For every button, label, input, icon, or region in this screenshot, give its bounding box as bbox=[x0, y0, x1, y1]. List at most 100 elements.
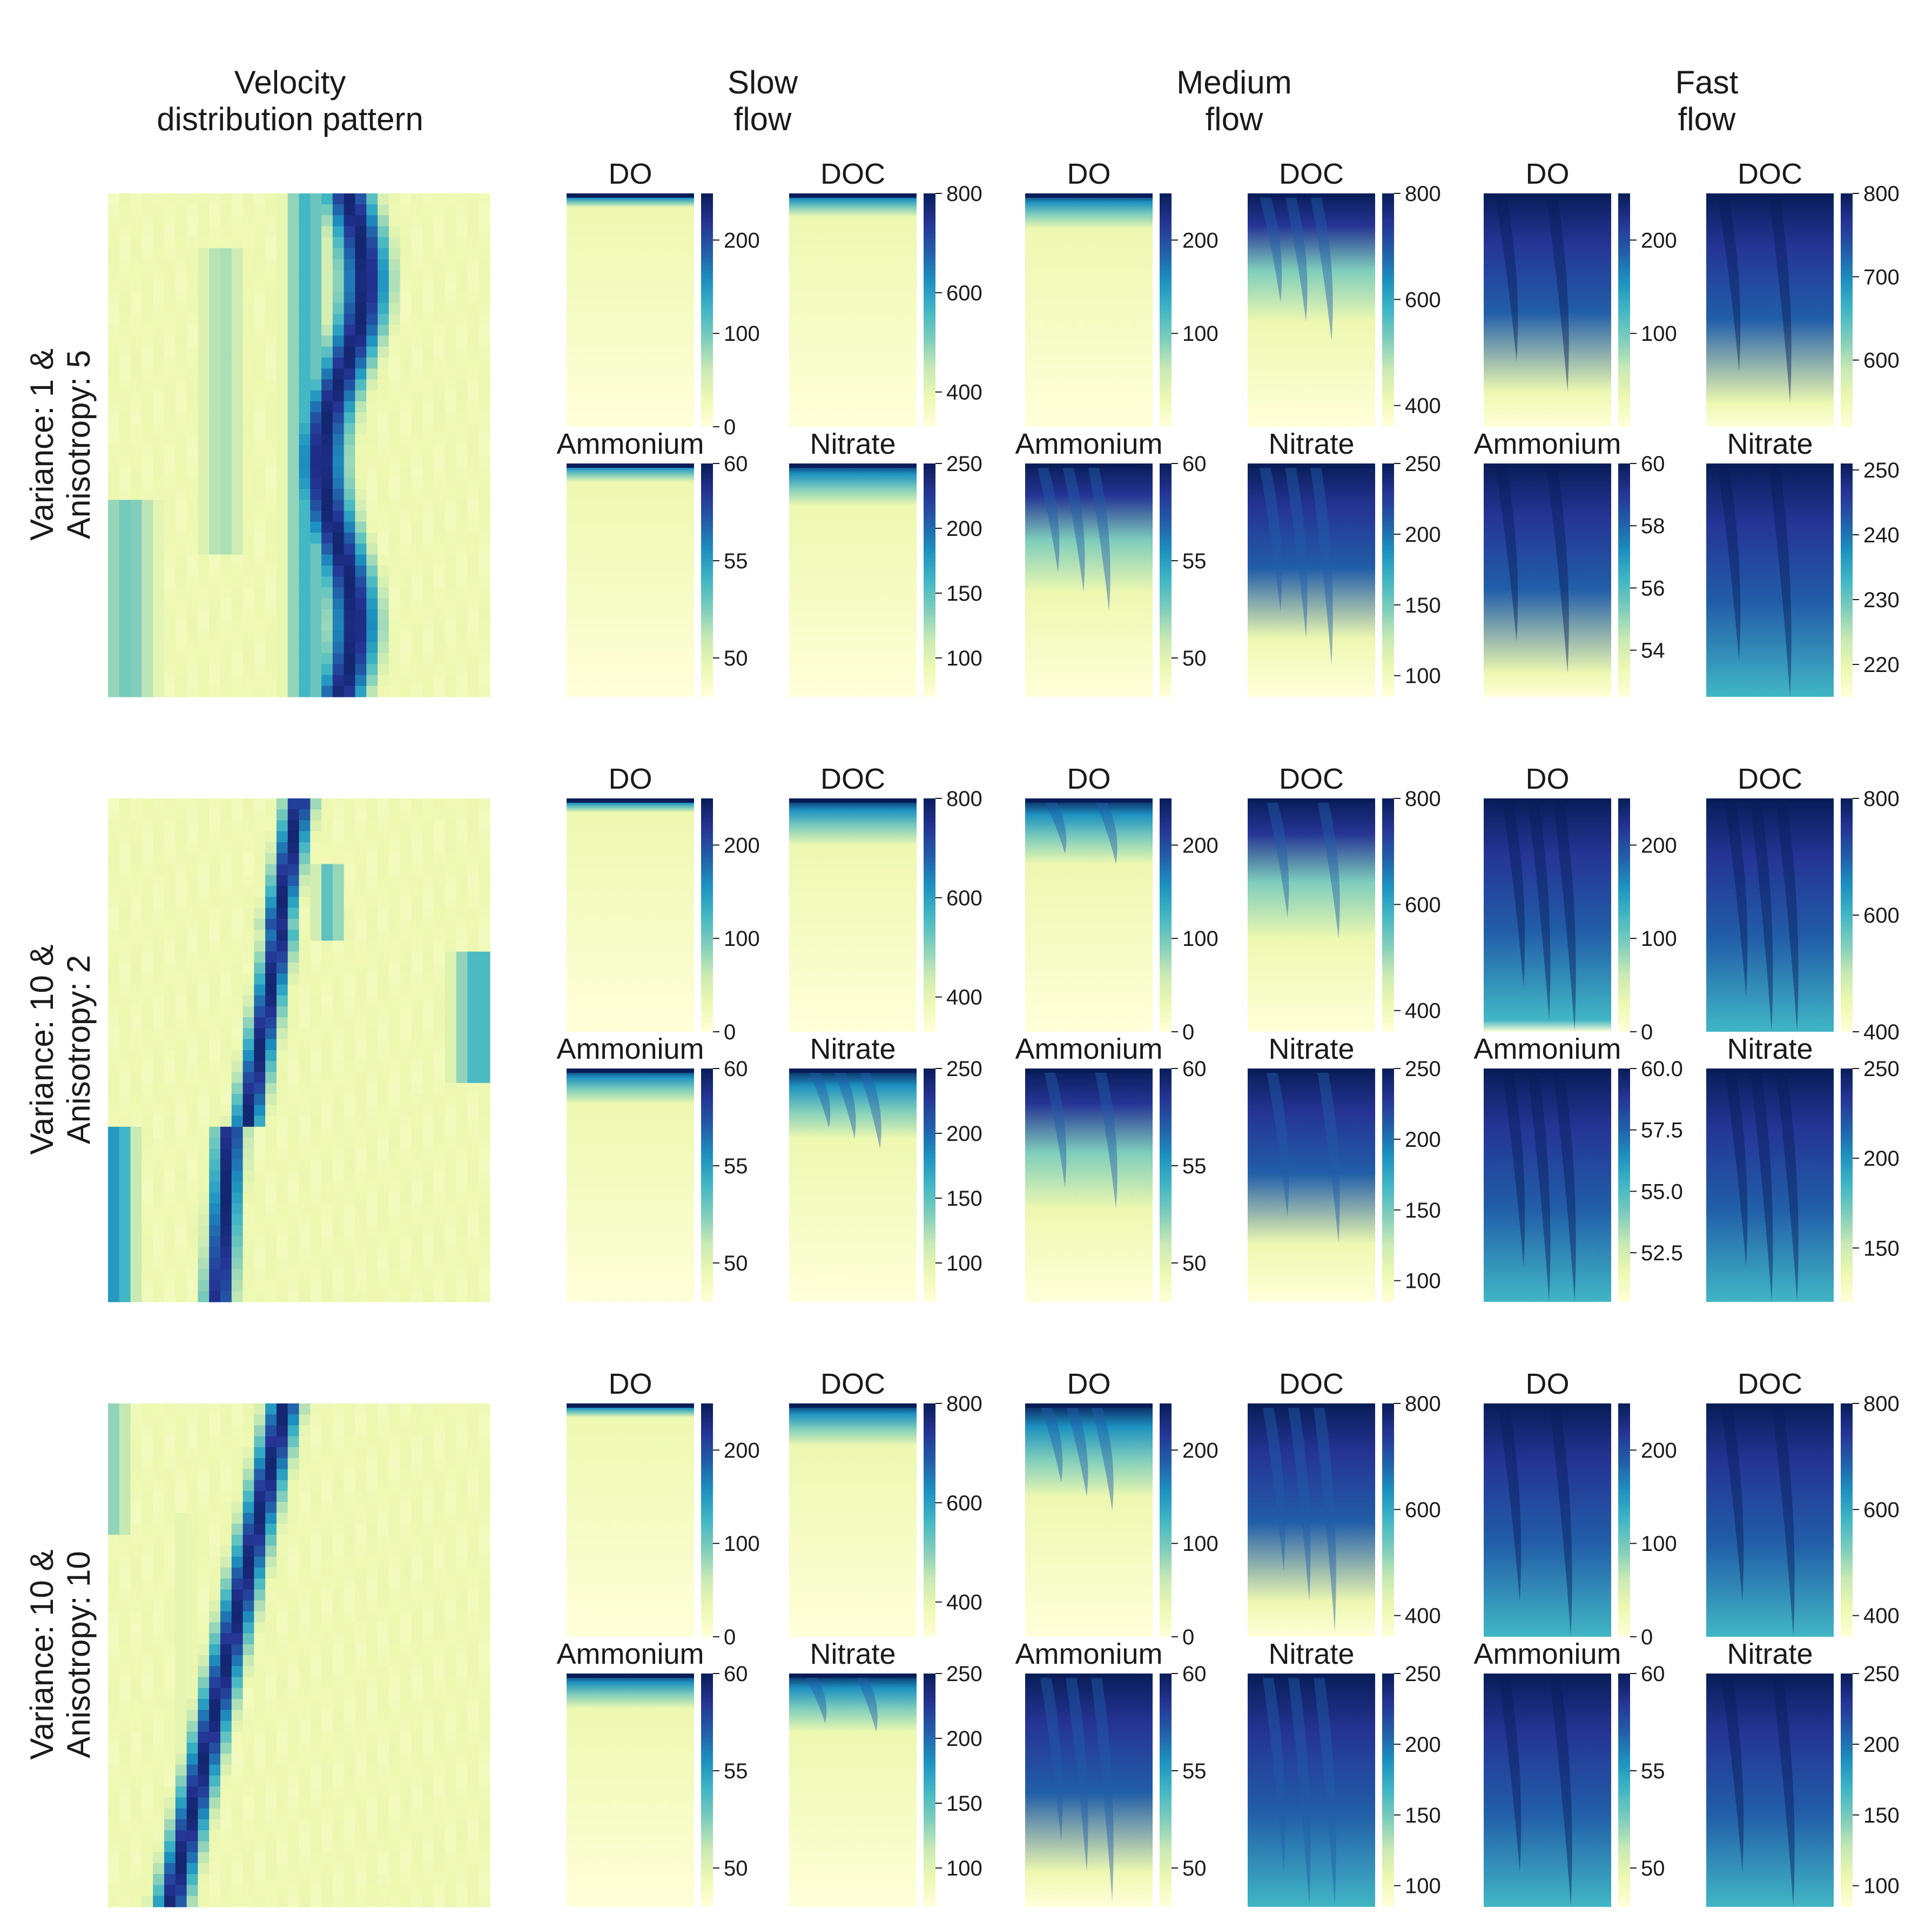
inflow-boundary bbox=[1025, 193, 1153, 198]
colorbar bbox=[1382, 463, 1394, 697]
colorbar-tick-label: 150 bbox=[946, 582, 982, 606]
inflow-boundary bbox=[567, 1403, 694, 1408]
colorbar-tick-label: 400 bbox=[1405, 1604, 1441, 1628]
plume-finger bbox=[1720, 1403, 1744, 1602]
inflow-boundary bbox=[1706, 193, 1834, 198]
heatmap-field bbox=[1248, 1403, 1375, 1637]
panel-title: Ammonium bbox=[1015, 428, 1162, 460]
plume-finger bbox=[1750, 1068, 1773, 1302]
plume-finger bbox=[1502, 1068, 1525, 1267]
colorbar-tick-label: 200 bbox=[1405, 1733, 1441, 1757]
colorbar-tick-label: 100 bbox=[724, 927, 760, 951]
colorbar bbox=[1382, 1674, 1394, 1907]
colorbar-tick-label: 200 bbox=[1863, 1147, 1900, 1171]
colorbar-tick-label: 0 bbox=[724, 1625, 736, 1649]
plume-finger bbox=[1549, 1674, 1572, 1907]
inflow-boundary bbox=[789, 1674, 917, 1678]
plume-finger bbox=[1502, 798, 1525, 987]
panel-title: DO bbox=[1067, 158, 1111, 190]
colorbar-tick-label: 600 bbox=[946, 281, 982, 305]
colorbar bbox=[1618, 193, 1630, 427]
panel-medium-ammonium-row2: Ammonium 50 55 60 bbox=[1015, 1033, 1207, 1302]
heatmap-field bbox=[789, 798, 917, 1032]
plume-finger bbox=[1768, 463, 1792, 697]
heatmap-field bbox=[1248, 193, 1375, 427]
panel-title: Nitrate bbox=[1727, 1638, 1813, 1670]
panel-title: Ammonium bbox=[1473, 1638, 1621, 1670]
colorbar-tick-label: 600 bbox=[1863, 904, 1900, 928]
heatmap-field bbox=[1248, 1674, 1375, 1907]
row-label-2: Variance: 10 & bbox=[24, 944, 60, 1154]
colorbar-tick-label: 57.5 bbox=[1641, 1119, 1683, 1143]
panel-medium-do-row1: DO 100 200 bbox=[1025, 158, 1219, 427]
plume-finger bbox=[1549, 1403, 1572, 1637]
colorbar-tick-label: 50 bbox=[724, 647, 748, 670]
plume-finger bbox=[1720, 1674, 1744, 1872]
panel-slow-nitrate-row2: Nitrate 100 150 200 250 bbox=[789, 1033, 982, 1302]
plume-finger bbox=[1775, 1068, 1799, 1302]
colorbar-tick-label: 150 bbox=[1405, 594, 1441, 617]
plume-finger bbox=[1094, 798, 1118, 864]
colorbar bbox=[1841, 463, 1853, 697]
colorbar-tick-label: 100 bbox=[724, 322, 760, 346]
panel-title: DO bbox=[1526, 158, 1570, 190]
column-header-fast-line2: flow bbox=[1678, 101, 1736, 137]
colorbar bbox=[1160, 1403, 1172, 1637]
inflow-boundary bbox=[1248, 1068, 1375, 1073]
inflow-boundary bbox=[567, 1674, 694, 1678]
panel-title: Nitrate bbox=[810, 1638, 896, 1670]
colorbar bbox=[1382, 193, 1394, 427]
colorbar-tick-label: 55 bbox=[724, 1759, 748, 1783]
inflow-boundary bbox=[1248, 1403, 1375, 1408]
panel-title: DOC bbox=[1279, 1368, 1344, 1400]
panel-title: Nitrate bbox=[1268, 1638, 1354, 1670]
colorbar-tick-label: 100 bbox=[1641, 927, 1677, 951]
panel-title: DO bbox=[1526, 763, 1570, 795]
plume-finger bbox=[1258, 463, 1282, 613]
colorbar-tick-label: 800 bbox=[946, 787, 982, 811]
panel-slow-do-row3: DO 0 100 200 bbox=[567, 1368, 760, 1649]
colorbar-tick-label: 600 bbox=[1405, 1498, 1441, 1522]
colorbar-tick-label: 400 bbox=[1405, 999, 1441, 1023]
plume-finger bbox=[1317, 1068, 1340, 1244]
column-header-slow: Slow bbox=[728, 64, 798, 100]
inflow-boundary bbox=[789, 193, 917, 198]
inflow-boundary bbox=[567, 463, 694, 468]
plume-finger bbox=[1553, 1068, 1576, 1302]
colorbar-tick-label: 60 bbox=[1182, 1057, 1207, 1081]
colorbar bbox=[1160, 463, 1172, 697]
plume-finger bbox=[1065, 1403, 1088, 1497]
inflow-boundary bbox=[1025, 1403, 1153, 1408]
panel-medium-doc-row2: DOC 400 600 800 bbox=[1248, 763, 1441, 1032]
panel-title: DOC bbox=[1738, 1368, 1802, 1400]
colorbar-tick-label: 400 bbox=[946, 381, 982, 405]
colorbar-tick-label: 200 bbox=[724, 834, 760, 857]
colorbar-tick-label: 200 bbox=[1182, 229, 1219, 252]
colorbar-tick-label: 600 bbox=[1405, 893, 1441, 917]
inflow-boundary bbox=[1025, 463, 1153, 468]
panel-fast-ammonium-row3: Ammonium 50 55 60 bbox=[1473, 1638, 1665, 1907]
colorbar bbox=[924, 798, 935, 1032]
inflow-boundary bbox=[1484, 463, 1611, 468]
panel-title: DOC bbox=[820, 763, 885, 795]
panel-title: DO bbox=[1067, 763, 1111, 795]
panel-title: Nitrate bbox=[1268, 1033, 1354, 1065]
colorbar-tick-label: 60 bbox=[1641, 1662, 1665, 1686]
panel-fast-doc-row3: DOC 400 600 800 bbox=[1706, 1368, 1900, 1637]
panel-fast-do-row3: DO 0 100 200 bbox=[1484, 1368, 1677, 1649]
colorbar-tick-label: 100 bbox=[1863, 1874, 1900, 1898]
row-label-3: Variance: 10 & bbox=[24, 1549, 60, 1759]
colorbar-tick-label: 52.5 bbox=[1641, 1241, 1683, 1265]
inflow-boundary bbox=[1248, 463, 1375, 468]
plume-finger bbox=[1724, 1068, 1748, 1267]
panel-fast-do-row2: DO 0 100 200 bbox=[1484, 763, 1677, 1044]
panel-title: Ammonium bbox=[556, 1033, 704, 1065]
colorbar-tick-label: 250 bbox=[1863, 459, 1900, 482]
plume-finger bbox=[1265, 798, 1289, 918]
column-header-medium: Medium bbox=[1176, 64, 1291, 100]
panel-title: DOC bbox=[820, 158, 885, 190]
heatmap-field bbox=[1484, 193, 1611, 427]
inflow-boundary bbox=[567, 193, 694, 198]
heatmap-field bbox=[567, 1068, 694, 1302]
panel-medium-nitrate-row2: Nitrate 100 150 200 250 bbox=[1248, 1033, 1441, 1302]
